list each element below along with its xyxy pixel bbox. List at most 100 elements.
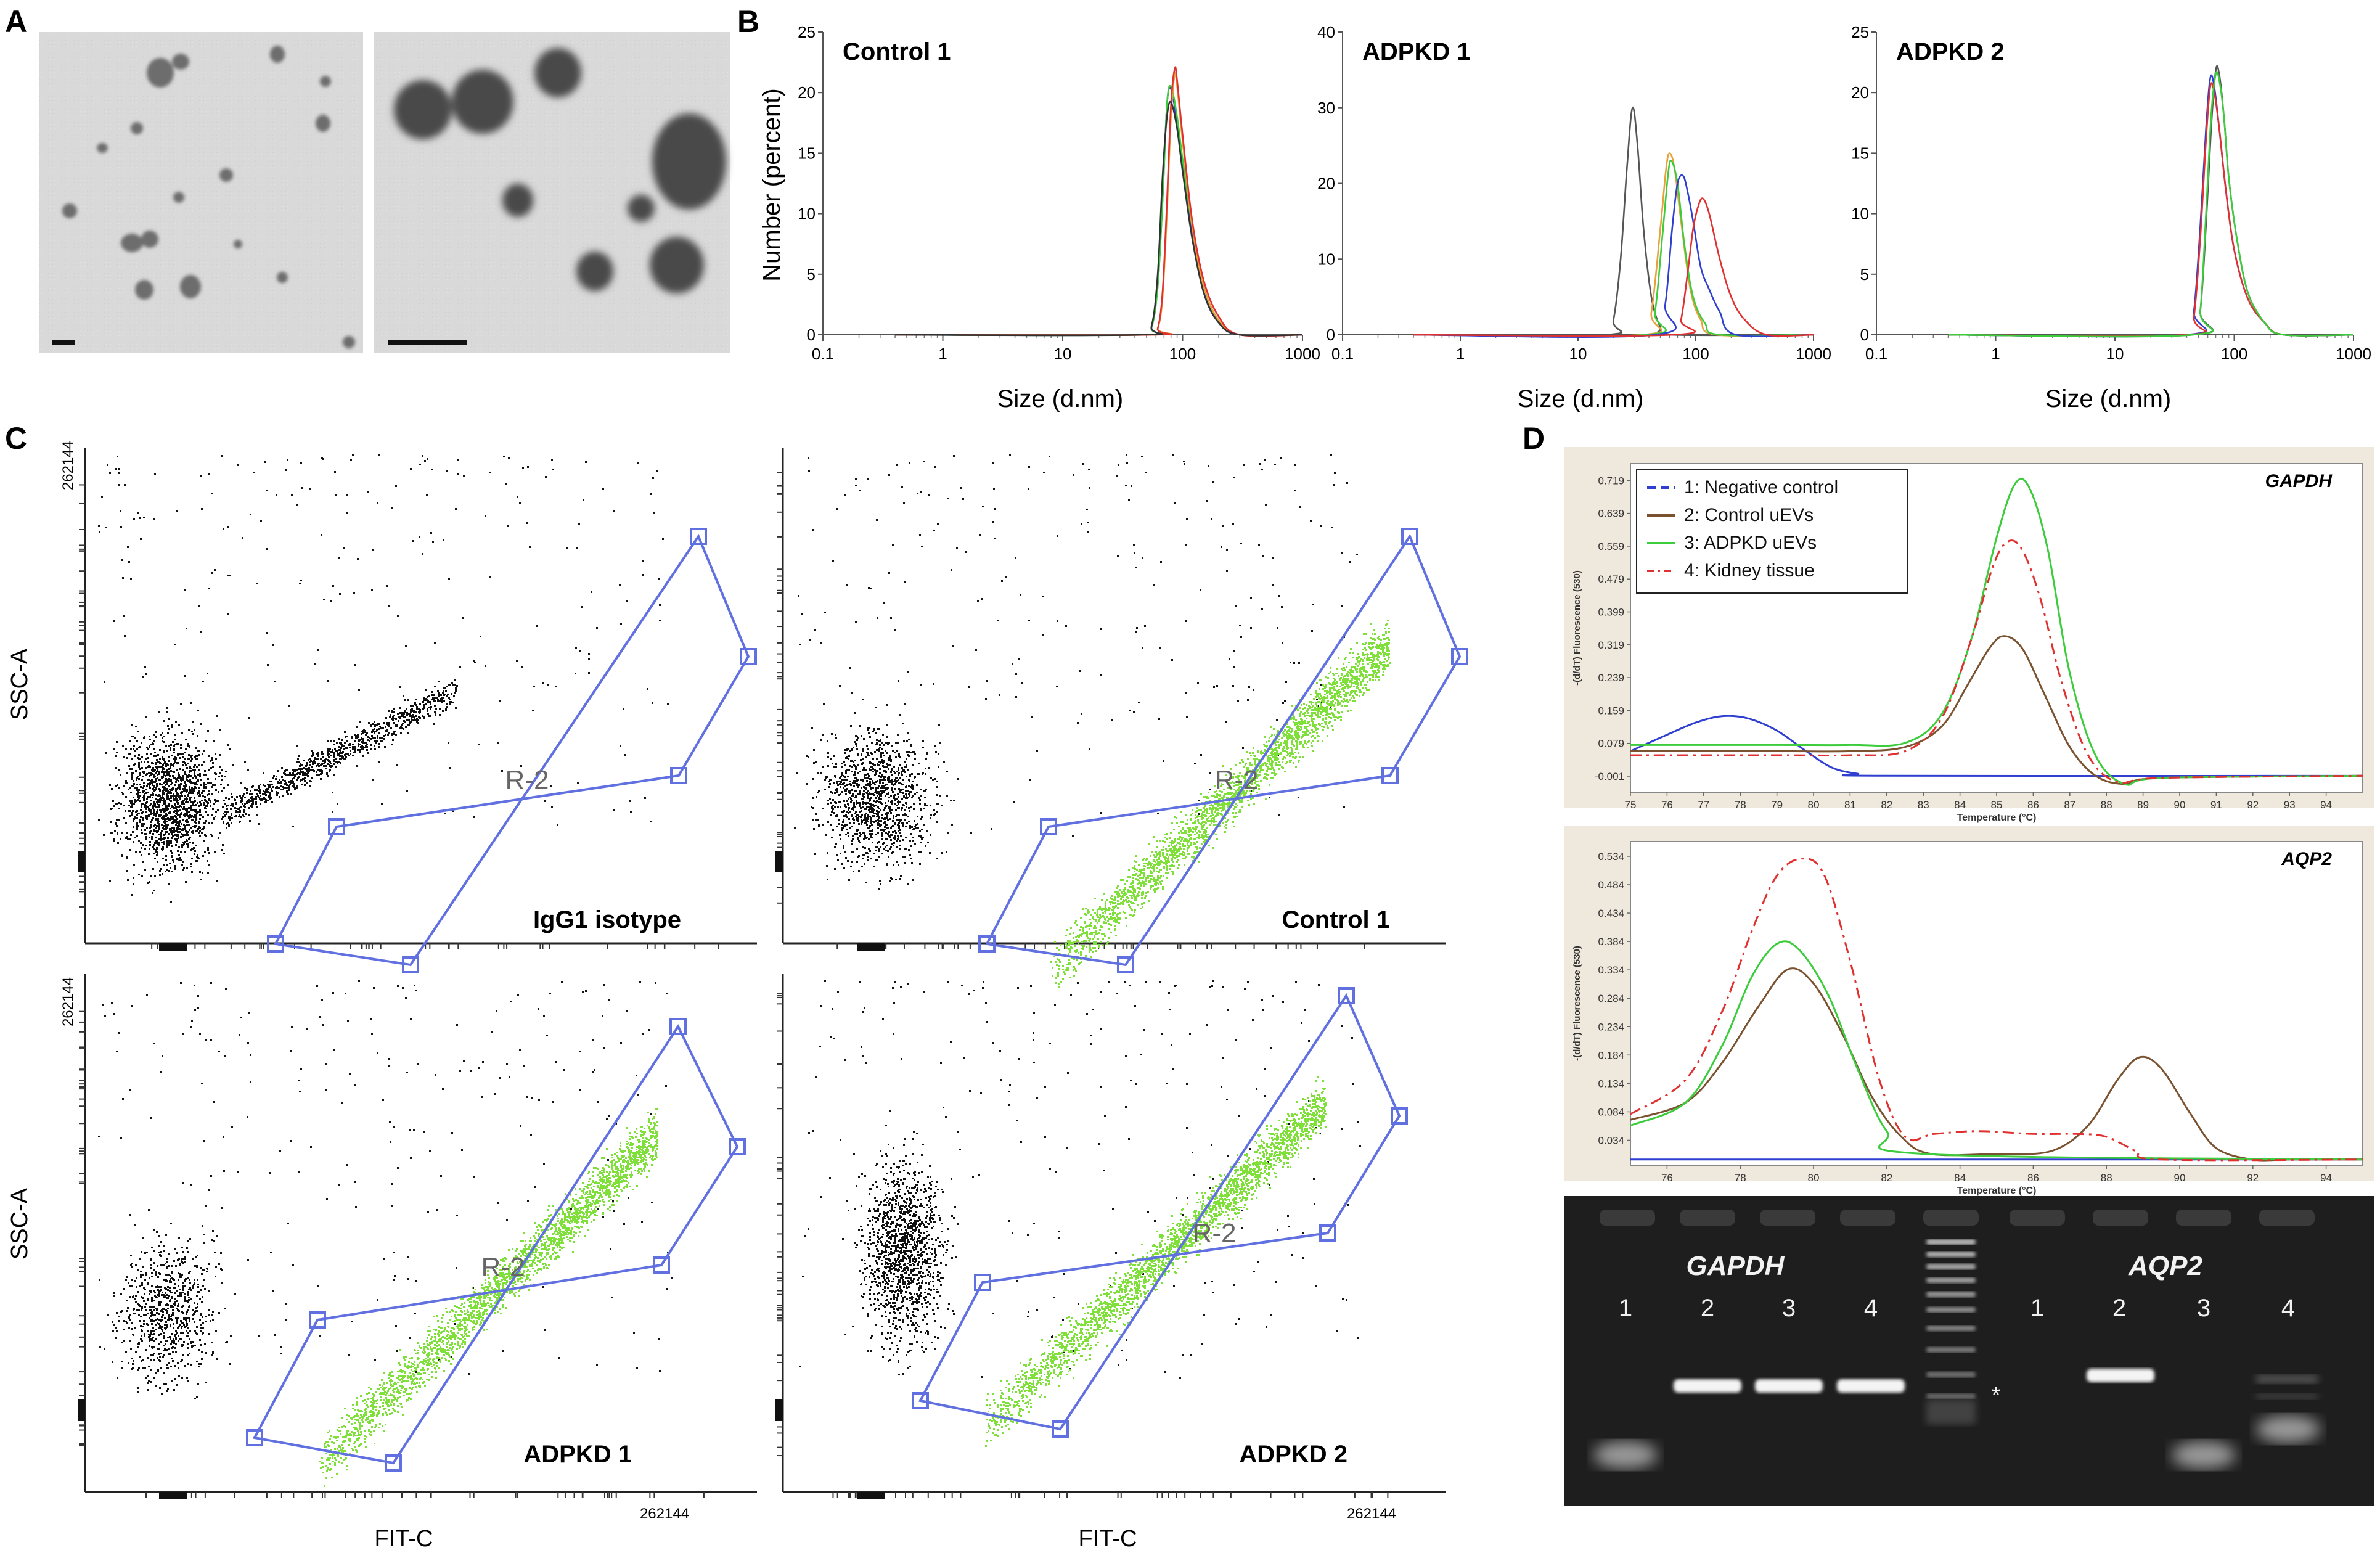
y-tick-label: 15: [1851, 144, 1869, 162]
melt-x-tick-label: 86: [2027, 1172, 2039, 1184]
gel-primer-dimer: [2256, 1416, 2320, 1443]
melt-y-tick-label: 0.084: [1598, 1106, 1624, 1118]
gel-faint-band: [2256, 1393, 2318, 1399]
flow-gate-polygon: [984, 533, 1462, 967]
melt-x-tick-label: 80: [1808, 1172, 1820, 1184]
flow-gate-label: R-2: [1193, 1218, 1237, 1248]
gel-ladder-band: [1926, 1277, 1976, 1283]
melt-y-tick-label: 0.484: [1598, 879, 1624, 891]
melt-x-tick-label: 76: [1661, 1172, 1673, 1184]
flow-gate-handle: [246, 1429, 263, 1446]
melt-series-line: [1630, 940, 2363, 1161]
melt-curve-gapdh: 0.719 0.639 0.559 0.479 0.399 0.319 0.239 0.159…: [1564, 447, 2374, 823]
y-tick-label: 20: [1317, 174, 1335, 193]
chart-title: ADPKD 1: [1362, 38, 1471, 65]
x-tick-label: 1: [1991, 345, 2000, 363]
y-tick-label: 10: [798, 205, 816, 223]
melt-gene-title: GAPDH: [2265, 471, 2333, 491]
x-tick-label: 0.1: [812, 345, 834, 363]
gel-ladder-band: [1926, 1307, 1976, 1313]
melt-y-tick-label: 0.334: [1598, 964, 1624, 976]
melt-y-tick-label: 0.079: [1598, 738, 1624, 750]
series-line-blue: [1413, 174, 1814, 338]
gel-ladder-band: [1926, 1393, 1976, 1399]
legend-entry: 4: Kidney tissue: [1684, 560, 1815, 581]
melt-x-tick-label: 94: [2320, 1172, 2332, 1184]
melt-y-tick-label: 0.719: [1598, 475, 1624, 486]
melt-x-tick-label: 94: [2320, 799, 2332, 811]
gel-ladder-smear: [1926, 1399, 1976, 1424]
x-tick-label: 1000: [2336, 345, 2371, 363]
melt-y-tick-label: -0.001: [1595, 771, 1624, 782]
gel-well: [1680, 1210, 1735, 1226]
series-line-green: [895, 84, 1303, 337]
gel-lane-number: 1: [1619, 1295, 1632, 1322]
y-tick-label: 20: [798, 83, 816, 102]
melt-x-tick-label: 82: [1881, 799, 1892, 811]
flow-gate-handle: [690, 528, 707, 545]
melt-y-tick-label: 0.234: [1598, 1021, 1624, 1033]
melt-plot-area: [1630, 841, 2363, 1166]
gel-lane-number: 1: [2030, 1295, 2044, 1322]
melt-x-tick-label: 82: [1881, 1172, 1892, 1184]
melt-y-tick-label: 0.559: [1598, 541, 1624, 552]
series-line-red: [1948, 82, 2354, 337]
y-tick-label: 20: [1851, 83, 1869, 102]
panel-label-a: A: [5, 4, 27, 39]
chart-title: Control 1: [843, 38, 951, 65]
flow-plot-label: Control 1: [1282, 906, 1390, 933]
x-tick-label: 1000: [1285, 345, 1320, 363]
flow-gate-handle: [729, 1138, 746, 1155]
y-tick-label: 40: [1317, 23, 1335, 41]
melt-x-tick-label: 78: [1735, 799, 1746, 811]
melt-y-tick-label: 0.534: [1598, 851, 1624, 863]
flow-rug-dense: [78, 1399, 85, 1421]
flow-gate-handle: [385, 1454, 402, 1472]
y-tick-label: 0: [807, 326, 816, 344]
melt-y-axis-label: -(d/dT) Fluorescence (530): [1572, 946, 1582, 1061]
flow-x-axis-label-left: FIT-C: [375, 1526, 433, 1552]
gel-well: [2093, 1210, 2148, 1226]
y-tick-label: 30: [1317, 99, 1335, 117]
x-tick-label: 100: [2221, 345, 2247, 363]
flow-gate-handle: [1052, 1420, 1069, 1438]
melt-series-line: [1630, 478, 2363, 786]
series-line-blue: [895, 86, 1303, 337]
melt-x-tick-label: 86: [2027, 799, 2039, 811]
gel-ladder-band: [1926, 1292, 1976, 1297]
legend-entry: 1: Negative control: [1684, 477, 1838, 498]
gel-well: [2176, 1210, 2231, 1226]
gel-lane-number: 3: [2197, 1295, 2210, 1322]
melt-x-tick-label: 89: [2137, 799, 2149, 811]
flow-gate-handle: [1338, 987, 1355, 1004]
x-tick-label: 0.1: [1865, 345, 1887, 363]
flow-rug-dense: [775, 1399, 783, 1421]
series-line-orange: [1413, 152, 1814, 338]
x-tick-label: 1000: [1796, 345, 1831, 363]
dls-x-axis-label-1: Size (d.nm): [997, 385, 1124, 412]
y-tick-label: 15: [798, 144, 816, 162]
dls-chart-control-1: 0 5 10 15 20 25 0.1 1 10 100 1000 Control 1: [798, 23, 1320, 363]
melt-y-tick-label: 0.159: [1598, 705, 1624, 716]
x-tick-label: 10: [2106, 345, 2124, 363]
y-tick-label: 10: [1851, 205, 1869, 223]
y-tick-label: 25: [1851, 23, 1869, 41]
flow-gate-handle: [669, 1018, 687, 1035]
agarose-gel: GAPDH AQP2 * 1 2 3 4 1 2 3 4: [1564, 1196, 2374, 1506]
melt-x-tick-label: 92: [2247, 799, 2259, 811]
series-line-gray: [1413, 106, 1814, 337]
tem-image-low-mag: [39, 32, 363, 353]
flow-rug-dense: [775, 851, 783, 872]
flow-gate-handle: [670, 767, 687, 784]
y-tick-label: 5: [1860, 265, 1869, 284]
gel-lane-number: 4: [1864, 1295, 1878, 1322]
x-tick-label: 1: [938, 345, 947, 363]
melt-x-tick-label: 84: [1954, 1172, 1966, 1184]
y-tick-label: 10: [1317, 250, 1335, 268]
gel-product-band: [2087, 1369, 2154, 1382]
flow-gate-handle: [1451, 648, 1468, 665]
melt-x-tick-label: 85: [1991, 799, 2003, 811]
panel-label-d: D: [1523, 421, 1545, 456]
chart-title: ADPKD 2: [1896, 38, 2005, 65]
flow-gate-handle: [912, 1392, 929, 1409]
